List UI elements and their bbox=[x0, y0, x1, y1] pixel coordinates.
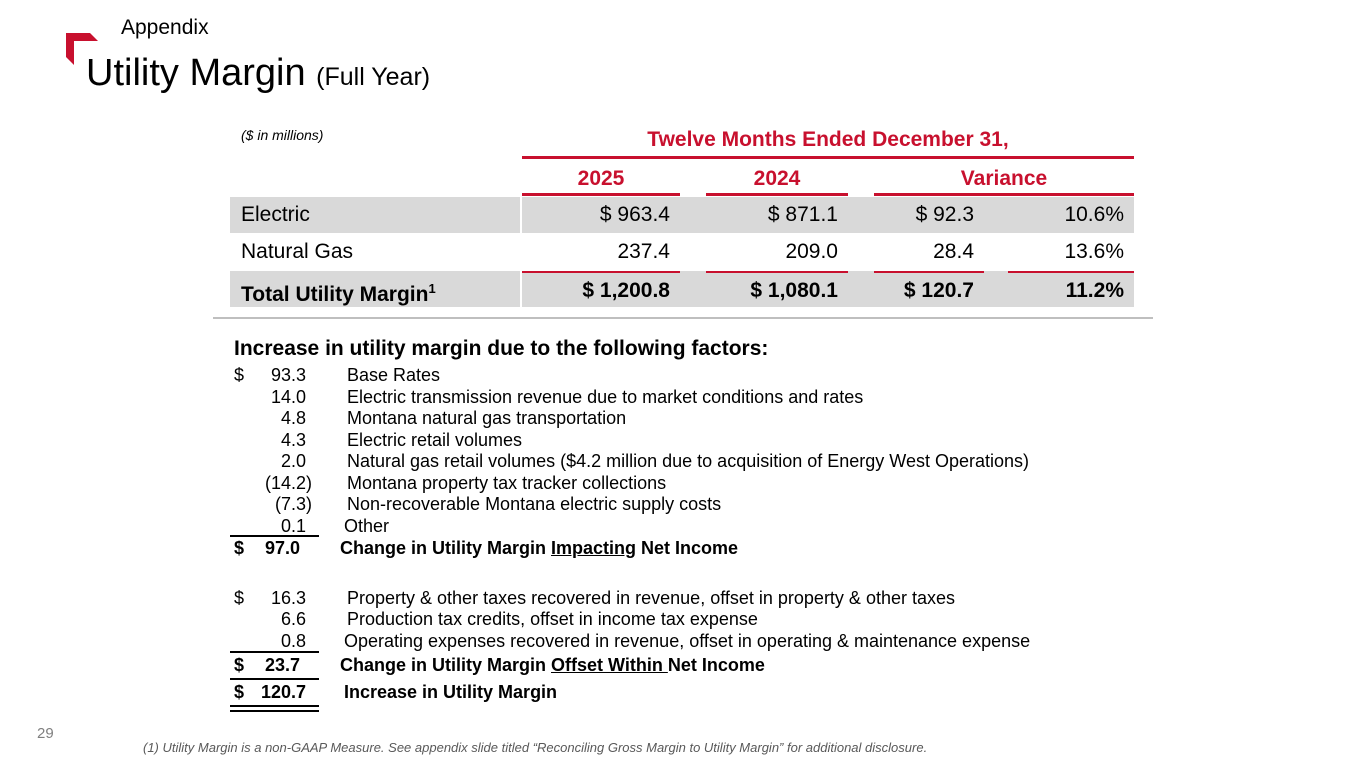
column-rule-2024 bbox=[706, 193, 848, 196]
footnote-marker: 1 bbox=[428, 281, 436, 296]
total-label: Total Utility Margin bbox=[241, 283, 429, 306]
factor-amount: 93.3 bbox=[270, 365, 306, 385]
factor-description: Operating expenses recovered in revenue,… bbox=[344, 631, 1031, 651]
column-header-2024: 2024 bbox=[753, 167, 801, 190]
factor-amount: 0.1 bbox=[280, 516, 306, 536]
variance-percent: 10.6% bbox=[1008, 197, 1134, 233]
subtotal-text: Change in Utility Margin bbox=[340, 655, 552, 675]
spacer bbox=[848, 271, 874, 307]
column-header-variance: Variance bbox=[960, 167, 1048, 190]
spacer bbox=[680, 197, 706, 233]
subtotal-amount: 97.0 bbox=[264, 538, 300, 558]
variance-percent: 11.2% bbox=[1008, 271, 1134, 307]
table-row-electric: Electric $ 963.4 $ 871.1 $ 92.3 10.6% bbox=[230, 197, 1134, 233]
table-row-natural-gas: Natural Gas 237.4 209.0 28.4 13.6% bbox=[230, 234, 1134, 270]
subtotal-emphasis: Offset Within bbox=[551, 655, 668, 675]
footnote: (1) Utility Margin is a non-GAAP Measure… bbox=[143, 740, 928, 755]
factor-description: Montana natural gas transportation bbox=[347, 408, 627, 428]
factor-amount: (7.3) bbox=[274, 494, 312, 514]
units-note: ($ in millions) bbox=[241, 127, 324, 143]
period-header: Twelve Months Ended December 31, bbox=[647, 128, 1009, 151]
factor-description: Production tax credits, offset in income… bbox=[347, 609, 758, 629]
title-subtitle: (Full Year) bbox=[316, 63, 431, 91]
factor-amount: 6.6 bbox=[280, 609, 306, 629]
variance-amount: $ 92.3 bbox=[874, 197, 984, 233]
factor-description: Electric transmission revenue due to mar… bbox=[347, 387, 864, 407]
factor-description: Property & other taxes recovered in reve… bbox=[347, 588, 955, 608]
factor-amount: 2.0 bbox=[280, 451, 306, 471]
spacer bbox=[680, 271, 706, 307]
factor-amount: 16.3 bbox=[270, 588, 306, 608]
subtotal-description: Change in Utility Margin Offset Within N… bbox=[340, 655, 765, 676]
grand-total-amount: 120.7 bbox=[260, 682, 306, 702]
dollar-sign: $ bbox=[234, 365, 245, 385]
dollar-sign: $ bbox=[234, 655, 245, 675]
factor-amount: 4.8 bbox=[280, 408, 306, 428]
dollar-sign: $ bbox=[234, 588, 245, 608]
factor-description: Natural gas retail volumes ($4.2 million… bbox=[347, 451, 1029, 471]
column-header-2025: 2025 bbox=[577, 167, 625, 190]
subtotal-text: Net Income bbox=[636, 538, 739, 558]
factor-amount: 0.8 bbox=[280, 631, 306, 651]
variance-percent: 13.6% bbox=[1064, 240, 1124, 263]
row-label: Total Utility Margin1 bbox=[230, 271, 520, 307]
page-title: Utility Margin (Full Year) bbox=[86, 52, 430, 95]
factor-description: Montana property tax tracker collections bbox=[347, 473, 667, 493]
column-rule-2025 bbox=[522, 193, 680, 196]
table-row-total: Total Utility Margin1 $ 1,200.8 $ 1,080.… bbox=[230, 271, 1134, 307]
subtotal-description: Change in Utility Margin Impacting Net I… bbox=[340, 538, 738, 559]
factor-amount: 14.0 bbox=[270, 387, 306, 407]
factor-amount: (14.2) bbox=[264, 473, 312, 493]
value-2025: 237.4 bbox=[617, 240, 670, 263]
spacer bbox=[984, 197, 1008, 233]
subtotal-text: Change in Utility Margin bbox=[340, 538, 552, 558]
factor-description: Electric retail volumes bbox=[347, 430, 523, 450]
dollar-sign: $ bbox=[234, 682, 245, 702]
double-rule-bottom bbox=[230, 710, 319, 712]
subtotal-text: Net Income bbox=[667, 655, 765, 675]
factor-description: Other bbox=[344, 516, 390, 536]
section-label: Appendix bbox=[121, 16, 209, 39]
corner-bracket-logo bbox=[66, 33, 98, 65]
column-rule-variance bbox=[874, 193, 1134, 196]
spacer bbox=[848, 197, 874, 233]
subtotal-rule bbox=[230, 678, 319, 680]
value-2024: 209.0 bbox=[785, 240, 838, 263]
title-main: Utility Margin bbox=[86, 52, 306, 94]
factors-heading: Increase in utility margin due to the fo… bbox=[234, 337, 769, 360]
factor-description: Non-recoverable Montana electric supply … bbox=[347, 494, 722, 514]
variance-amount: $ 120.7 bbox=[874, 271, 984, 307]
value-2025: $ 963.4 bbox=[522, 197, 680, 233]
table-divider bbox=[213, 317, 1153, 319]
value-2025: $ 1,200.8 bbox=[522, 271, 680, 307]
row-label: Natural Gas bbox=[241, 240, 354, 263]
spacer bbox=[984, 271, 1008, 307]
subtotal-rule bbox=[230, 651, 319, 653]
dollar-sign: $ bbox=[234, 538, 245, 558]
grand-total-description: Increase in Utility Margin bbox=[344, 682, 558, 702]
row-label: Electric bbox=[230, 197, 520, 233]
factor-amount: 4.3 bbox=[280, 430, 306, 450]
subtotal-rule bbox=[230, 535, 319, 537]
value-2024: $ 871.1 bbox=[706, 197, 848, 233]
variance-amount: 28.4 bbox=[933, 240, 974, 263]
period-header-rule bbox=[522, 156, 1134, 159]
page-number: 29 bbox=[37, 725, 54, 742]
double-rule-top bbox=[230, 705, 319, 707]
factor-description: Base Rates bbox=[347, 365, 441, 385]
value-2024: $ 1,080.1 bbox=[706, 271, 848, 307]
subtotal-amount: 23.7 bbox=[264, 655, 300, 675]
subtotal-emphasis: Impacting bbox=[551, 538, 637, 558]
